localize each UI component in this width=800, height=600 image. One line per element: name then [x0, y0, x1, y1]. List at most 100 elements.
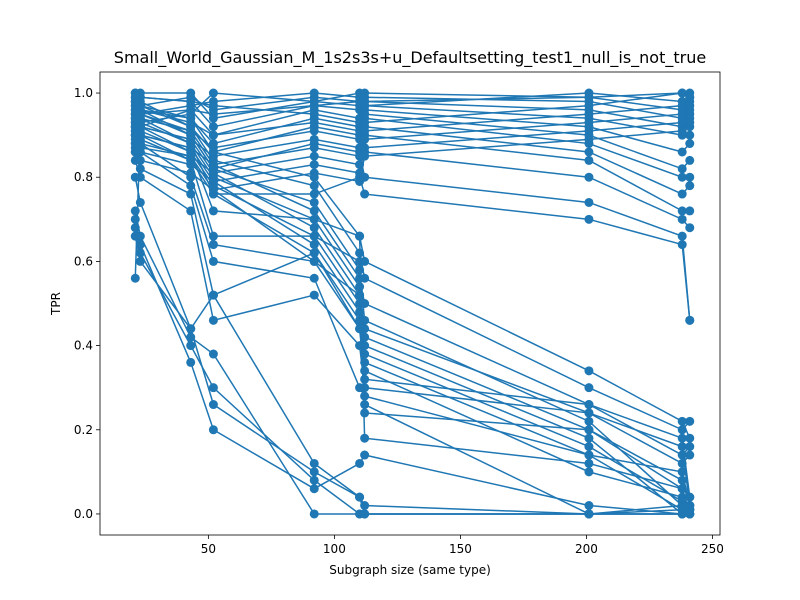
data-point — [677, 206, 687, 216]
data-point — [186, 113, 196, 123]
x-tick-label: 250 — [701, 542, 724, 556]
data-point — [685, 139, 695, 149]
data-point — [677, 505, 687, 515]
data-point — [309, 197, 319, 207]
data-point — [186, 151, 196, 161]
data-point — [309, 240, 319, 250]
data-point — [309, 206, 319, 216]
data-point — [584, 383, 594, 393]
data-point — [584, 425, 594, 435]
data-point — [584, 366, 594, 376]
data-point — [355, 383, 365, 393]
data-point — [360, 408, 370, 418]
x-tick-label: 100 — [323, 542, 346, 556]
data-point — [130, 96, 140, 106]
data-point — [360, 357, 370, 367]
data-point — [584, 172, 594, 182]
data-point — [677, 458, 687, 468]
data-point — [309, 172, 319, 182]
data-point — [309, 126, 319, 136]
data-point — [355, 492, 365, 502]
data-point — [208, 168, 218, 178]
data-point — [309, 160, 319, 170]
series-line — [134, 117, 691, 465]
data-point — [355, 290, 365, 300]
data-point — [355, 458, 365, 468]
data-point — [355, 273, 365, 283]
series-line — [134, 210, 691, 515]
data-point — [685, 505, 695, 515]
data-point — [685, 315, 695, 325]
plot-frame — [99, 71, 721, 536]
data-point — [309, 88, 319, 98]
data-point — [584, 126, 594, 136]
data-point — [584, 400, 594, 410]
series-line — [134, 96, 691, 153]
data-point — [685, 130, 695, 140]
data-point — [677, 496, 687, 506]
data-point — [309, 181, 319, 191]
data-point — [584, 101, 594, 111]
data-point — [360, 134, 370, 144]
data-point — [685, 433, 695, 443]
data-point — [309, 118, 319, 128]
series-line — [134, 151, 691, 498]
data-point — [186, 206, 196, 216]
x-axis: 50 100 150 200 250 — [201, 535, 724, 556]
data-point — [584, 408, 594, 418]
data-point — [360, 299, 370, 308]
data-point — [208, 130, 218, 140]
data-point — [135, 172, 145, 182]
data-point — [135, 143, 145, 153]
data-point — [360, 189, 370, 199]
y-tick-label: 0.8 — [74, 170, 93, 184]
data-point — [130, 122, 140, 132]
series-line — [134, 117, 691, 506]
data-point — [685, 450, 695, 460]
data-point — [360, 88, 370, 98]
data-point — [355, 307, 365, 317]
chart-title: Small_World_Gaussian_M_1s2s3s+u_Defaults… — [114, 48, 706, 68]
data-point — [355, 324, 365, 334]
data-point — [677, 164, 687, 174]
data-point — [309, 248, 319, 258]
data-point — [309, 467, 319, 477]
data-point — [360, 349, 370, 359]
data-point — [186, 324, 196, 334]
data-point — [360, 118, 370, 128]
data-point — [360, 450, 370, 460]
data-point — [208, 425, 218, 435]
data-point — [208, 231, 218, 241]
x-tick-label: 200 — [575, 542, 598, 556]
data-point — [135, 231, 145, 241]
data-point — [186, 143, 196, 153]
data-point — [685, 492, 695, 502]
data-point — [309, 231, 319, 241]
data-point — [309, 134, 319, 144]
data-point — [186, 126, 196, 136]
series-line — [134, 96, 691, 431]
data-point — [677, 484, 687, 494]
data-point — [685, 101, 695, 111]
data-point — [677, 147, 687, 157]
data-point — [130, 214, 140, 224]
data-point — [208, 147, 218, 157]
data-point — [685, 206, 695, 216]
series-line — [134, 92, 691, 170]
data-point — [584, 458, 594, 468]
data-point — [208, 349, 218, 359]
data-point — [584, 433, 594, 443]
data-point — [685, 92, 695, 102]
data-point — [677, 442, 687, 452]
data-point — [677, 88, 687, 98]
data-point — [208, 176, 218, 186]
data-point — [309, 273, 319, 283]
data-point — [208, 185, 218, 195]
data-point — [309, 223, 319, 233]
data-point — [360, 509, 370, 519]
data-point — [309, 509, 319, 519]
series-line — [134, 109, 691, 321]
data-point — [677, 118, 687, 128]
data-point — [685, 118, 695, 128]
